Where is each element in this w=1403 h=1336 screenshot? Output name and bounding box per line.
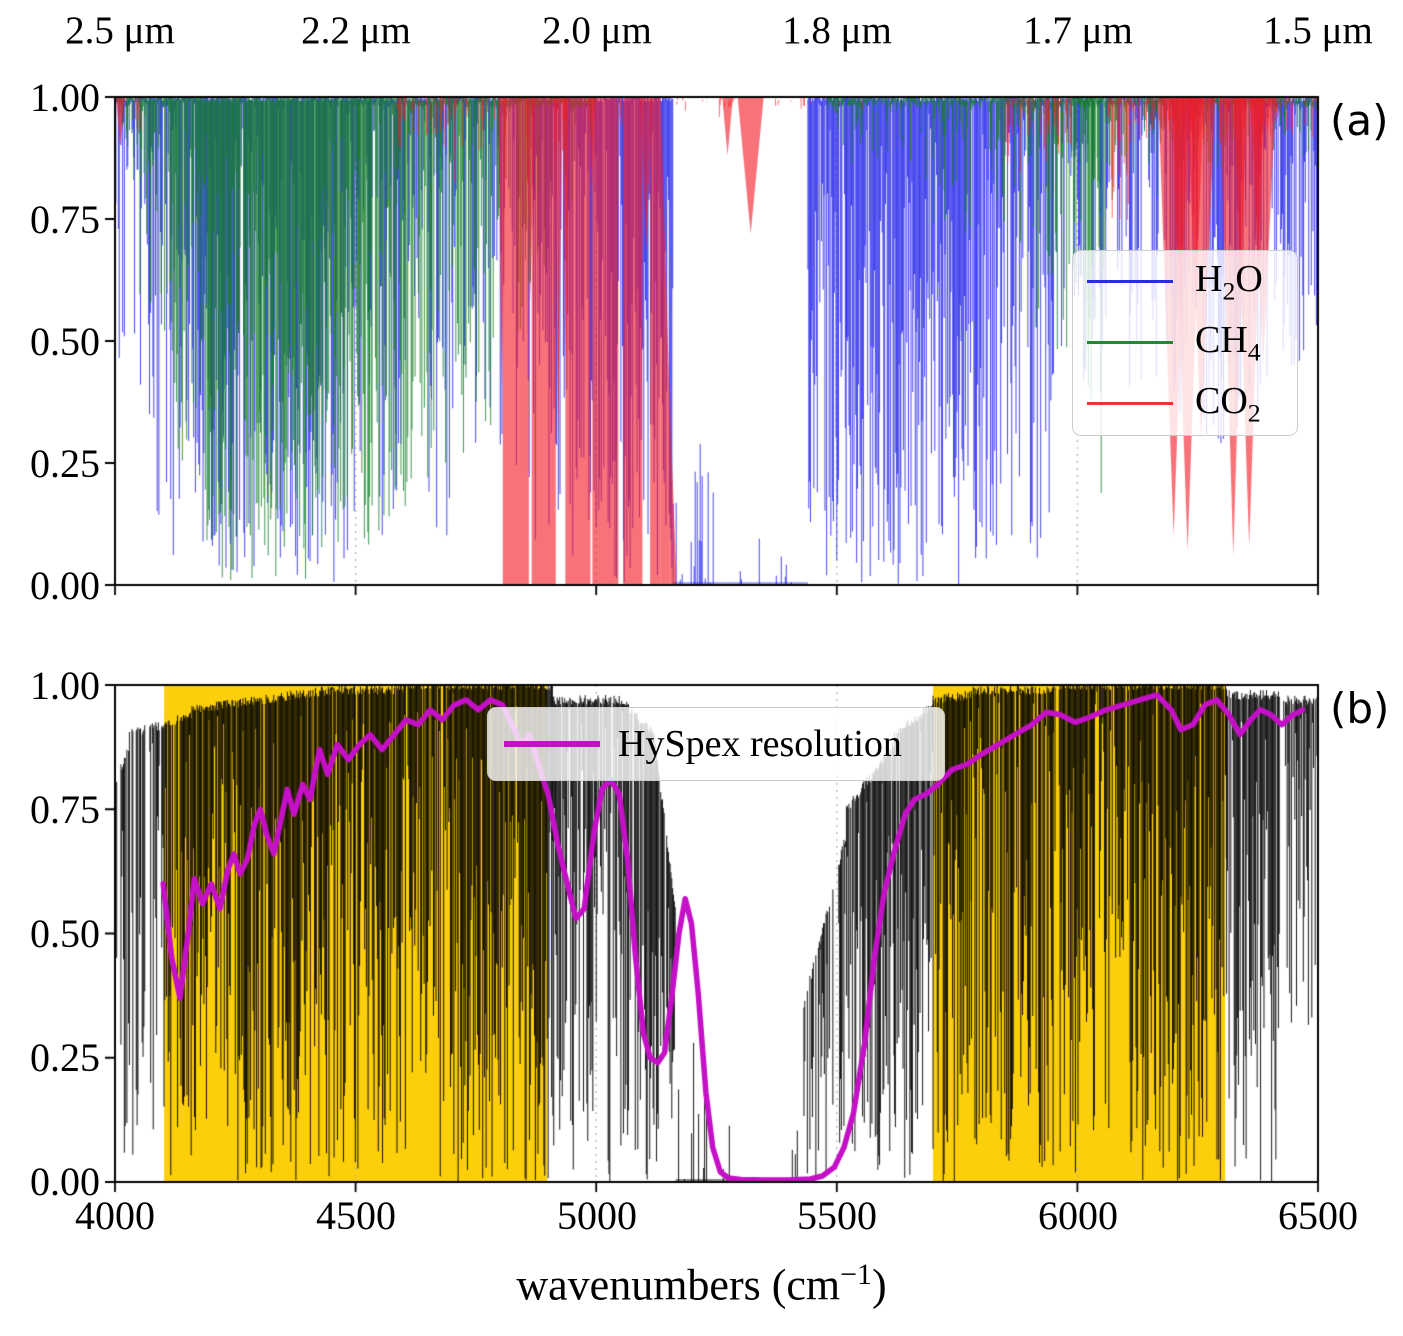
xtick-5500: 5500 (797, 1193, 877, 1238)
co2-line-sample (1087, 401, 1173, 406)
ytick-a-0.25: 0.25 (30, 441, 100, 486)
ytick-a-0.50: 0.50 (30, 319, 100, 364)
ch4-line-sample (1087, 340, 1173, 345)
panel-a-tag: (a) (1330, 96, 1389, 145)
legend-panel-a: H2O CH4 CO2 (1072, 250, 1298, 436)
xtick-4000: 4000 (75, 1193, 155, 1238)
ytick-a-0.00: 0.00 (30, 563, 100, 608)
ytick-a-0.75: 0.75 (30, 197, 100, 242)
legend-item-co2: CO2 (1073, 373, 1297, 434)
top-axis-label-1.7um: 1.7 μm (1023, 9, 1133, 52)
top-axis-label-2.2um: 2.2 μm (301, 9, 411, 52)
xtick-6500: 6500 (1278, 1193, 1358, 1238)
ytick-b-0.75: 0.75 (30, 787, 100, 832)
hyspex-label: HySpex resolution (618, 723, 902, 765)
top-axis-label-1.5um: 1.5 μm (1263, 9, 1373, 52)
legend-item-ch4: CH4 (1073, 312, 1297, 373)
top-axis-label-1.8um: 1.8 μm (782, 9, 892, 52)
ytick-b-0.25: 0.25 (30, 1035, 100, 1080)
h2o-label: H2O (1195, 257, 1263, 306)
xtick-4500: 4500 (316, 1193, 396, 1238)
top-axis-label-2.0um: 2.0 μm (542, 9, 652, 52)
ytick-b-0.50: 0.50 (30, 911, 100, 956)
ytick-b-1.00: 1.00 (30, 663, 100, 708)
xtick-5000: 5000 (557, 1193, 637, 1238)
xtick-6000: 6000 (1038, 1193, 1118, 1238)
co2-label: CO2 (1195, 379, 1261, 428)
ch4-label: CH4 (1195, 318, 1261, 367)
legend-panel-b: HySpex resolution (487, 707, 945, 781)
ytick-a-1.00: 1.00 (30, 75, 100, 120)
legend-item-h2o: H2O (1073, 251, 1297, 312)
top-axis-label-2.5um: 2.5 μm (65, 9, 175, 52)
x-axis-title: wavenumbers (cm−1) (516, 1258, 887, 1310)
panel-b-tag: (b) (1330, 684, 1390, 733)
h2o-line-sample (1087, 279, 1173, 284)
ytick-b-0.00: 0.00 (30, 1159, 100, 1204)
hyspex-line-sample (504, 741, 600, 747)
